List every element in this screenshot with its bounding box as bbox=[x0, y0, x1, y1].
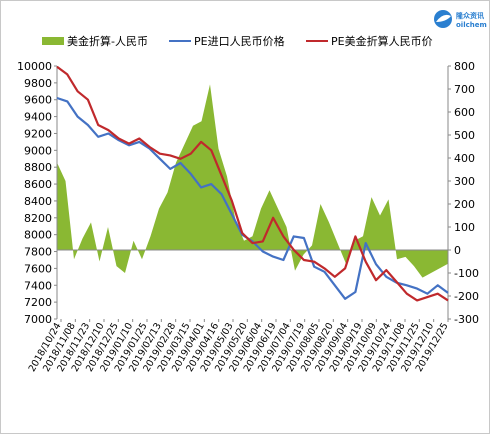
y-left-tick-label: 7400 bbox=[24, 279, 52, 292]
y-left-tick-label: 8800 bbox=[24, 161, 52, 174]
series-line-usd-price bbox=[56, 65, 449, 302]
y-right-tick-label: 800 bbox=[454, 60, 475, 73]
legend-swatch-area bbox=[42, 37, 64, 45]
y-left-tick-label: 9000 bbox=[24, 144, 52, 157]
y-right-tick-label: 600 bbox=[454, 106, 475, 119]
y-right-tick-label: 200 bbox=[454, 198, 475, 211]
y-right-tick-label: -200 bbox=[454, 290, 479, 303]
logo-cn: 隆众资讯 bbox=[456, 11, 484, 20]
y-left-tick-label: 7200 bbox=[24, 296, 52, 309]
y-right-tick-label: 0 bbox=[454, 244, 461, 257]
y-left-tick-label: 9800 bbox=[24, 77, 52, 90]
y-left-tick-label: 8200 bbox=[24, 212, 52, 225]
legend: 美金折算-人民币 PE进口人民币价格 PE美金折算人民币价 bbox=[42, 34, 433, 48]
y-left-tick-label: 9400 bbox=[24, 111, 52, 124]
y-right-tick-label: 100 bbox=[454, 221, 475, 234]
y-left-tick-label: 7000 bbox=[24, 313, 52, 326]
series-line-import-price bbox=[56, 96, 449, 300]
y-right-tick-label: 500 bbox=[454, 129, 475, 142]
y-right-tick-label: 700 bbox=[454, 83, 475, 96]
legend-label-import: PE进口人民币价格 bbox=[194, 34, 285, 48]
legend-label-usd: PE美金折算人民币价 bbox=[331, 34, 433, 48]
y-left-tick-label: 7600 bbox=[24, 262, 52, 275]
y-right-tick-label: 300 bbox=[454, 175, 475, 188]
plot-area: 7000720074007600780080008200840086008800… bbox=[17, 60, 479, 374]
y-left-tick-label: 9200 bbox=[24, 127, 52, 140]
y-right-tick-label: -300 bbox=[454, 313, 479, 326]
series-area-usd-minus-rmb bbox=[57, 84, 448, 278]
y-left-tick-label: 8400 bbox=[24, 195, 52, 208]
logo-en: oilchem bbox=[456, 21, 487, 29]
y-right-tick-label: -100 bbox=[454, 267, 479, 280]
y-left-tick-label: 7800 bbox=[24, 246, 52, 259]
y-right-tick-label: 400 bbox=[454, 152, 475, 165]
company-logo: 隆众资讯 oilchem bbox=[434, 10, 487, 29]
y-left-tick-label: 8600 bbox=[24, 178, 52, 191]
y-left-tick-label: 10000 bbox=[17, 60, 52, 73]
y-left-tick-label: 9600 bbox=[24, 94, 52, 107]
y-left-tick-label: 8000 bbox=[24, 229, 52, 242]
legend-label-area: 美金折算-人民币 bbox=[67, 34, 148, 48]
